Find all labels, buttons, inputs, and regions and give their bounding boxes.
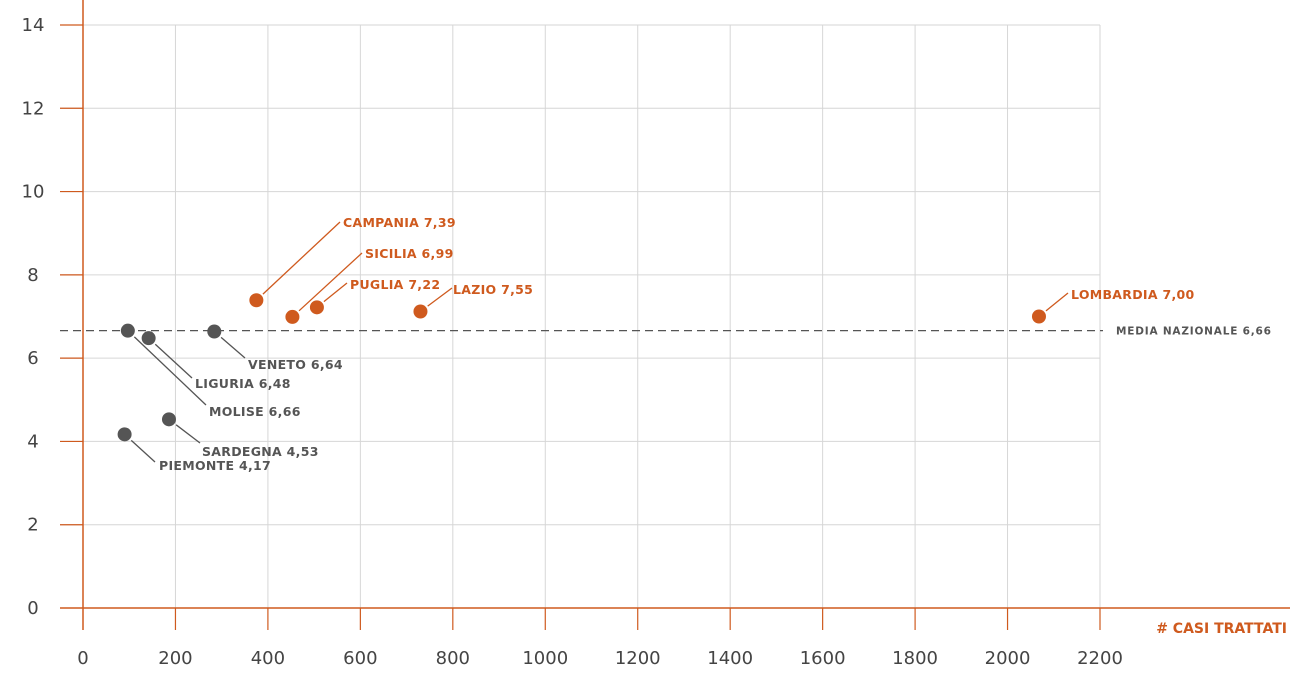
- leader-line: [130, 439, 156, 463]
- leader-line: [262, 221, 341, 295]
- y-tick-label: 0: [27, 598, 38, 619]
- leader-line: [427, 287, 453, 307]
- x-tick-label: 2000: [985, 648, 1031, 669]
- point-label: PIEMONTE 4,17: [159, 458, 271, 473]
- point-label: SARDEGNA 4,53: [202, 444, 319, 459]
- y-tick-label: 12: [22, 98, 45, 119]
- x-tick-label: 800: [436, 648, 470, 669]
- data-point: [141, 331, 156, 346]
- leader-line: [1045, 292, 1069, 312]
- data-point: [120, 323, 135, 338]
- x-tick-label: 400: [251, 648, 285, 669]
- reference-line-group: MEDIA NAZIONALE 6,66: [60, 326, 1272, 338]
- y-axis-ticks: 0 2 4 6 8 10 12 14: [22, 15, 45, 619]
- leader-line: [323, 282, 348, 303]
- x-tick-label: 1000: [522, 648, 568, 669]
- data-point: [207, 324, 222, 339]
- x-tick-label: 1800: [892, 648, 938, 669]
- point-label: SICILIA 6,99: [365, 246, 454, 261]
- y-tick-label: 2: [27, 515, 38, 536]
- data-point: [117, 427, 132, 442]
- data-point: [249, 293, 264, 308]
- x-axis-ticks: 0 200 400 600 800 1000 1200 1400 1600 1800 2000 220…: [77, 648, 1123, 669]
- leader-line: [133, 336, 207, 406]
- data-point: [285, 309, 300, 324]
- leader-line: [154, 343, 193, 379]
- point-label: VENETO 6,64: [248, 357, 343, 372]
- y-tick-label: 4: [27, 431, 38, 452]
- grid: [60, 24, 1101, 630]
- data-points: [117, 293, 1046, 442]
- axes: [60, 0, 1290, 630]
- x-tick-label: 1200: [615, 648, 661, 669]
- y-tick-label: 10: [22, 182, 45, 203]
- reference-line-label: MEDIA NAZIONALE 6,66: [1116, 326, 1272, 338]
- point-label: LAZIO 7,55: [453, 282, 533, 297]
- point-labels: CAMPANIA 7,39 SICILIA 6,99 PUGLIA 7,22 LAZI…: [159, 215, 1195, 473]
- point-label: CAMPANIA 7,39: [343, 215, 456, 230]
- point-label: PUGLIA 7,22: [350, 277, 440, 292]
- leader-line: [220, 336, 246, 359]
- point-label: LOMBARDIA 7,00: [1071, 287, 1195, 302]
- x-tick-label: 2200: [1077, 648, 1123, 669]
- x-tick-label: 200: [158, 648, 192, 669]
- x-tick-label: 0: [77, 648, 88, 669]
- data-point: [161, 412, 176, 427]
- y-tick-label: 14: [22, 15, 45, 36]
- y-tick-label: 8: [27, 265, 38, 286]
- x-tick-label: 1600: [800, 648, 846, 669]
- data-point: [1031, 309, 1046, 324]
- data-point: [309, 300, 324, 315]
- leader-line: [175, 424, 201, 444]
- point-label: MOLISE 6,66: [209, 404, 301, 419]
- x-tick-label: 600: [343, 648, 377, 669]
- x-axis-title: # CASI TRATTATI: [1156, 621, 1287, 637]
- data-point: [413, 304, 428, 319]
- leader-lines: [130, 221, 1069, 463]
- x-tick-label: 1400: [707, 648, 753, 669]
- point-label: LIGURIA 6,48: [195, 376, 291, 391]
- y-tick-label: 6: [27, 348, 38, 369]
- leader-line: [298, 252, 363, 312]
